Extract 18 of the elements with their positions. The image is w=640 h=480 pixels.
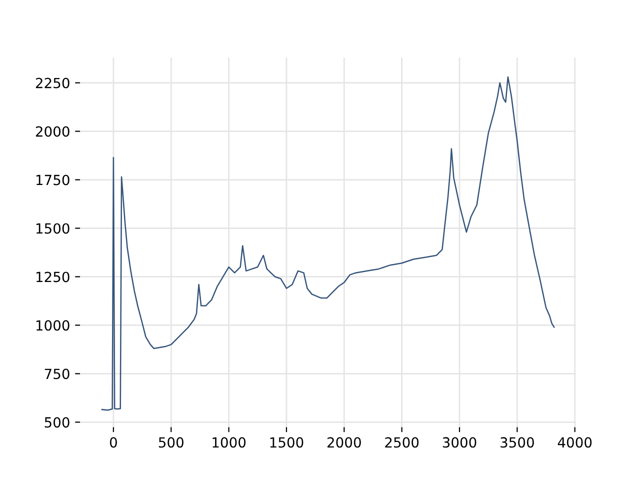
x-tick-label: 500 xyxy=(158,437,184,448)
y-tick-label: 1250 xyxy=(36,272,70,282)
y-tick-label: 1000 xyxy=(36,320,70,331)
x-tick-label: 2500 xyxy=(385,437,419,448)
y-tick-label: 2000 xyxy=(36,126,70,137)
x-tick-label: 0 xyxy=(110,437,117,448)
y-tick-label: 2250 xyxy=(36,78,70,88)
y-tick-label: 1750 xyxy=(36,174,70,186)
line-series xyxy=(101,76,555,411)
x-tick-label: 3500 xyxy=(500,437,534,448)
x-tick-label: 4000 xyxy=(558,437,592,448)
x-tick-label: 3000 xyxy=(442,437,476,448)
x-tick-label: 1500 xyxy=(270,437,304,448)
y-tick-label: 500 xyxy=(44,417,70,428)
x-tick-label: 2000 xyxy=(327,437,361,448)
y-tick-label: 1500 xyxy=(36,223,70,234)
y-tick-label: 750 xyxy=(44,368,70,380)
x-tick-label: 1000 xyxy=(212,437,246,448)
